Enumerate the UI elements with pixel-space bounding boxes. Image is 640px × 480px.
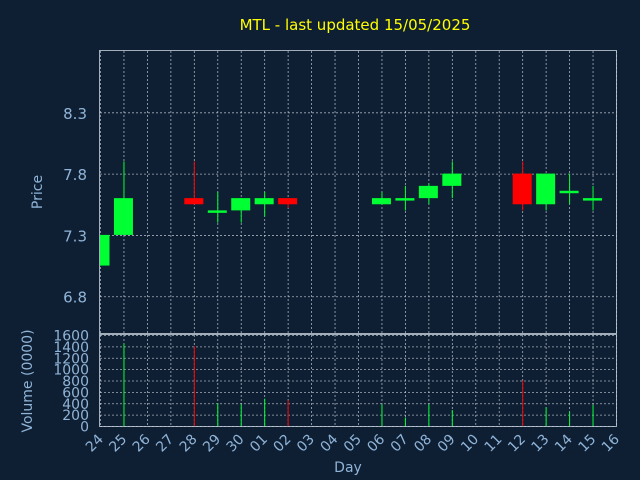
x-tick-label: 16 <box>599 431 623 455</box>
x-tick-label: 10 <box>458 432 482 456</box>
x-tick-label: 08 <box>411 432 435 456</box>
x-tick-label: 26 <box>130 431 154 455</box>
price-tick-label: 7.8 <box>63 166 87 184</box>
x-tick-label: 02 <box>271 432 295 456</box>
x-tick-label: 15 <box>575 432 599 456</box>
x-tick-label: 04 <box>317 431 341 455</box>
candle-body <box>395 198 415 201</box>
candle-body <box>512 173 532 205</box>
price-frame <box>99 50 617 334</box>
x-ticks: 24 25 26 27 28 29 30 01 02 03 04 05 06 07 08 09 10 11 12 13… <box>83 431 623 455</box>
volume-tick-label: 1200 <box>53 351 89 367</box>
x-tick-label: 06 <box>364 431 388 455</box>
x-tick-label: 12 <box>505 432 529 456</box>
volume-tick-label: 0 <box>80 420 89 436</box>
candle-body <box>583 198 603 201</box>
volume-tick-label: 400 <box>62 397 89 413</box>
y-axis-label: Price <box>30 175 46 209</box>
candle-body <box>254 198 274 205</box>
candles <box>100 161 603 266</box>
candle-body <box>113 198 133 235</box>
volume-grid <box>100 335 617 427</box>
price-tick-label: 8.3 <box>63 105 87 123</box>
x-tick-label: 03 <box>294 432 318 456</box>
x-tick-label: 29 <box>200 432 224 456</box>
x-tick-label: 30 <box>224 432 248 456</box>
x-tick-label: 11 <box>482 432 506 456</box>
volume-axis-label: Volume (0000) <box>20 329 36 432</box>
x-tick-label: 07 <box>388 432 412 456</box>
candle-body <box>536 173 556 205</box>
candle-body <box>184 198 204 205</box>
volume-tick-label: 1000 <box>53 363 89 379</box>
candle-body <box>207 210 227 213</box>
candle-body <box>231 198 251 211</box>
candle-body <box>559 190 579 194</box>
x-tick-label: 13 <box>529 432 553 456</box>
candle-body <box>371 198 391 205</box>
chart-title: MTL - last updated 15/05/2025 <box>240 16 471 34</box>
candle-body <box>100 234 110 266</box>
volume-bars <box>123 343 594 426</box>
x-tick-label: 25 <box>106 432 130 456</box>
x-tick-label: 05 <box>341 432 365 456</box>
candle-body <box>418 185 438 199</box>
x-axis-label: Day <box>334 460 362 476</box>
price-ticks: 6.8 7.3 7.8 8.3 <box>63 105 87 307</box>
x-tick-label: 28 <box>177 432 201 456</box>
price-tick-label: 7.3 <box>63 227 87 245</box>
volume-tick-label: 1400 <box>53 340 89 356</box>
x-tick-label: 14 <box>552 431 576 455</box>
x-tick-label: 01 <box>247 432 271 456</box>
volume-tick-label: 200 <box>62 408 89 424</box>
volume-tick-label: 600 <box>62 385 89 401</box>
volume-tick-label: 1600 <box>53 329 89 345</box>
price-tick-label: 6.8 <box>63 289 87 307</box>
candle-body <box>442 173 462 186</box>
volume-frame <box>99 334 617 427</box>
volume-tick-label: 800 <box>62 374 89 390</box>
candle-body <box>278 198 298 205</box>
x-tick-label: 27 <box>153 432 177 456</box>
x-tick-label: 09 <box>435 432 459 456</box>
